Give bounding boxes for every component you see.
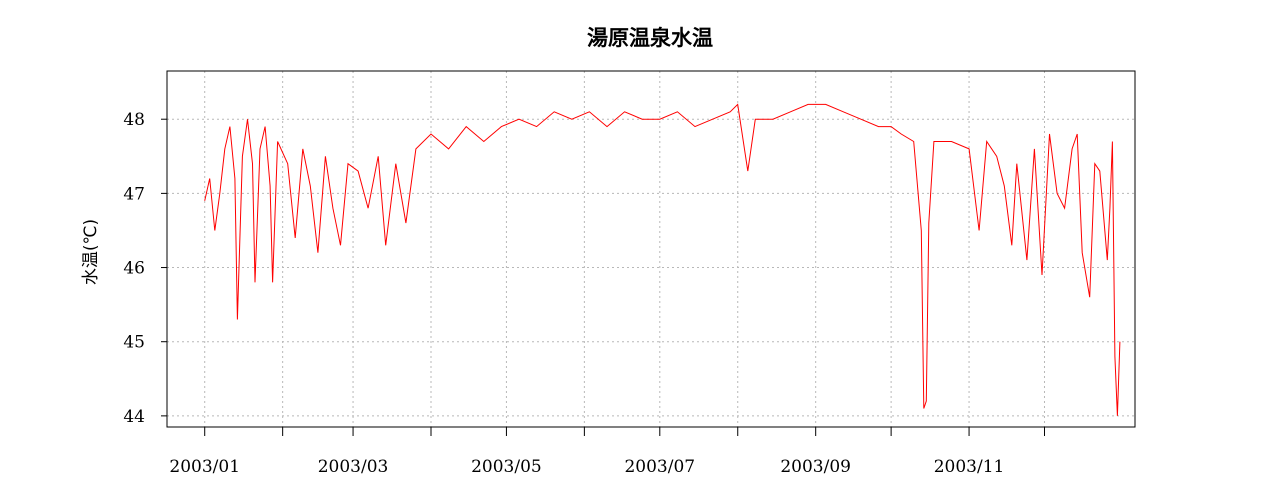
x-tick-label: 2003/03 <box>318 457 389 477</box>
x-axis: 2003/01 2003/03 2003/05 2003/07 2003/09 2003/… <box>169 427 1045 477</box>
x-tick-label: 2003/11 <box>934 457 1005 477</box>
y-axis-label: 水温(℃) <box>81 219 101 285</box>
y-tick-label: 47 <box>123 184 145 204</box>
series-layer <box>204 103 1121 416</box>
x-tick-label: 2003/09 <box>780 457 851 477</box>
series-line <box>204 103 1121 416</box>
chart-title: 湯原温泉水温 <box>587 26 713 50</box>
y-tick-label: 46 <box>123 259 145 279</box>
y-tick-label: 44 <box>123 407 145 427</box>
x-tick-label: 2003/07 <box>624 457 695 477</box>
y-axis: 44 45 46 47 48 <box>123 110 167 427</box>
y-tick-label: 45 <box>123 333 145 353</box>
grid-layer <box>167 71 1135 427</box>
plot-area <box>166 70 1136 428</box>
x-tick-label: 2003/05 <box>471 457 542 477</box>
x-tick-label: 2003/01 <box>169 457 240 477</box>
y-tick-label: 48 <box>123 110 145 130</box>
